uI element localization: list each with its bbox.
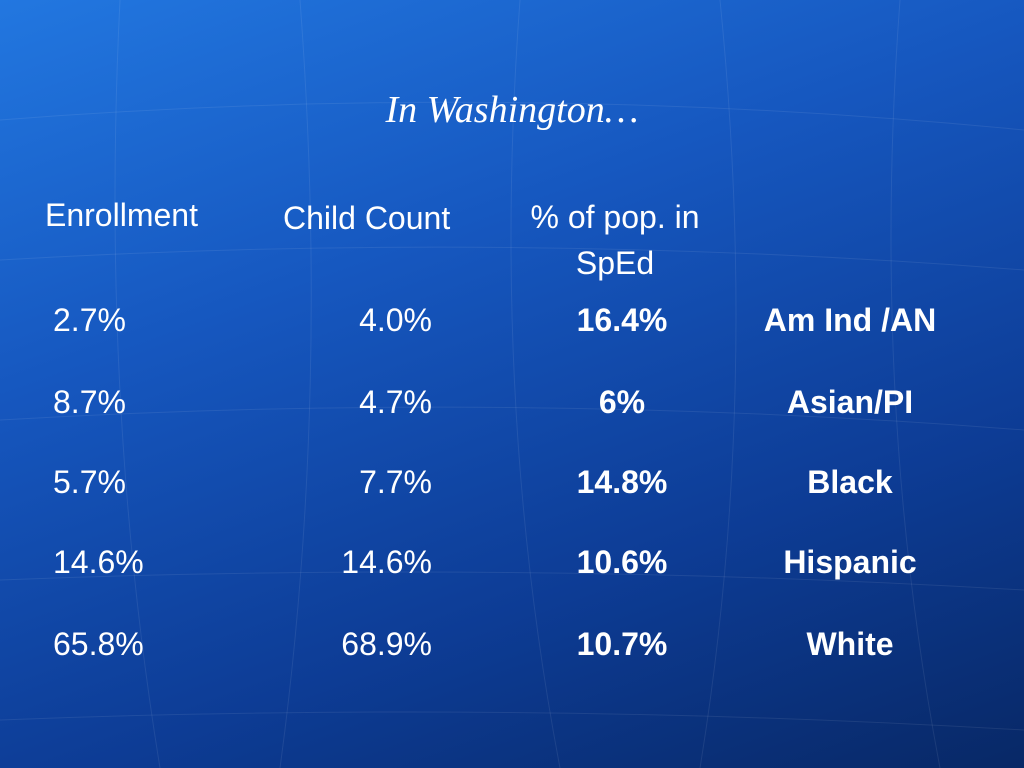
sped-percent-cell: 10.7% [576, 626, 668, 662]
child-count-cell: 68.9% [341, 626, 432, 662]
enrollment-cell: 5.7% [53, 464, 126, 500]
sped-percent-cell: 14.8% [576, 464, 668, 500]
child-count-cell: 4.0% [359, 302, 432, 338]
enrollment-cell: 65.8% [53, 626, 144, 662]
column-header: % of pop. in SpEd [530, 199, 700, 281]
group-cell: White [806, 626, 894, 662]
child-count-cell: 7.7% [359, 464, 432, 500]
enrollment-cell: 2.7% [53, 302, 126, 338]
sped-percent-cell: 6% [598, 384, 646, 420]
group-cell: Asian/PI [786, 384, 914, 420]
column-header: Enrollment [45, 197, 198, 233]
slide-title: In Washington… [385, 89, 639, 131]
sped-percent-cell: 10.6% [576, 544, 668, 580]
child-count-cell: 4.7% [359, 384, 432, 420]
group-cell: Black [807, 464, 893, 500]
group-cell: Am Ind /AN [763, 302, 937, 338]
sped-percent-cell: 16.4% [576, 302, 668, 338]
child-count-cell: 14.6% [341, 544, 432, 580]
group-cell: Hispanic [783, 544, 917, 580]
column-header: Child Count [283, 200, 451, 236]
enrollment-cell: 8.7% [53, 384, 126, 420]
enrollment-cell: 14.6% [53, 544, 144, 580]
